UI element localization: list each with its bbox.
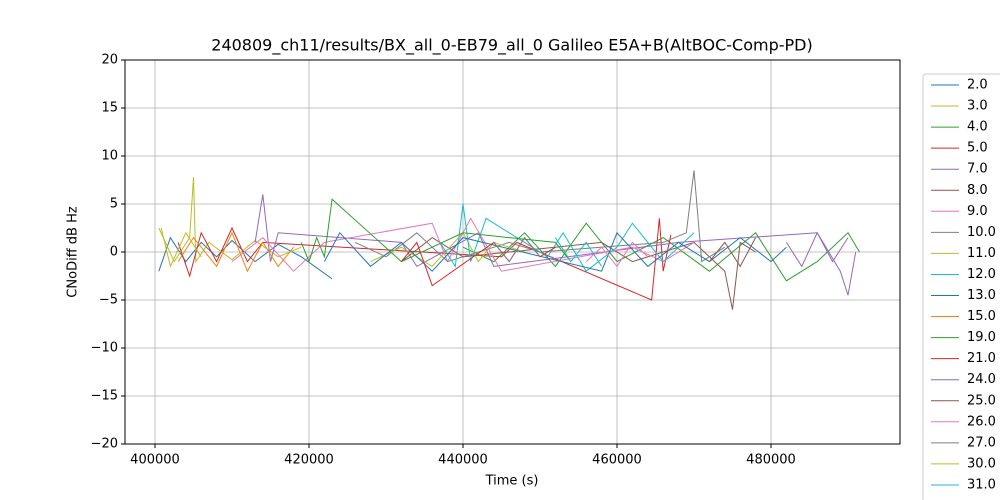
series-line [160, 227, 202, 268]
legend-label: 3.0 [967, 99, 988, 114]
x-tick-label: 440000 [438, 453, 488, 468]
y-axis-label: CNoDiff dB Hz [66, 206, 81, 298]
x-tick-label: 420000 [284, 453, 334, 468]
series-line [323, 231, 787, 272]
chart-title: 240809_ch11/results/BX_all_0-EB79_all_0 … [211, 36, 812, 56]
y-tick-label: 20 [101, 53, 118, 68]
legend-label: 26.0 [967, 414, 996, 429]
x-tick-label: 480000 [746, 453, 796, 468]
legend-label: 31.0 [967, 477, 996, 492]
series-line [493, 236, 541, 263]
legend-label: 7.0 [967, 162, 988, 177]
legend-label: 4.0 [967, 120, 988, 135]
series-line [300, 198, 572, 264]
series-line [354, 170, 726, 263]
y-tick-label: −10 [91, 341, 118, 356]
series-line [785, 231, 849, 268]
y-tick-label: −20 [91, 437, 118, 452]
legend-label: 5.0 [967, 141, 988, 156]
series-line [177, 231, 294, 273]
legend-label: 15.0 [967, 309, 996, 324]
y-tick-label: −5 [99, 293, 118, 308]
y-tick-label: 15 [101, 101, 118, 116]
series-line [709, 237, 757, 268]
legend-label: 19.0 [967, 330, 996, 345]
x-tick-label: 400000 [130, 453, 180, 468]
legend-label: 11.0 [967, 246, 996, 261]
series-line [585, 241, 649, 268]
y-tick-label: 10 [101, 149, 118, 164]
legend-label: 2.0 [967, 78, 988, 93]
plot-frame [124, 59, 901, 445]
legend-label: 13.0 [967, 288, 996, 303]
x-axis-label: Time (s) [485, 474, 539, 489]
y-tick-label: 0 [110, 245, 118, 260]
series-line [554, 237, 603, 267]
legend-label: 30.0 [967, 456, 996, 471]
legend-box [922, 73, 1000, 500]
legend-label: 21.0 [967, 351, 996, 366]
legend-label: 25.0 [967, 393, 996, 408]
y-tick-label: −15 [91, 389, 118, 404]
series-line [439, 203, 695, 272]
series-line [462, 222, 860, 282]
legend-label: 24.0 [967, 372, 996, 387]
series-line [254, 194, 857, 296]
legend-label: 12.0 [967, 267, 996, 282]
y-tick-label: 5 [110, 197, 118, 212]
legend-label: 8.0 [967, 183, 988, 198]
series-line [401, 236, 756, 310]
legend-label: 9.0 [967, 204, 988, 219]
x-tick-label: 460000 [592, 453, 642, 468]
legend-label: 10.0 [967, 225, 996, 240]
legend-label: 27.0 [967, 435, 996, 450]
